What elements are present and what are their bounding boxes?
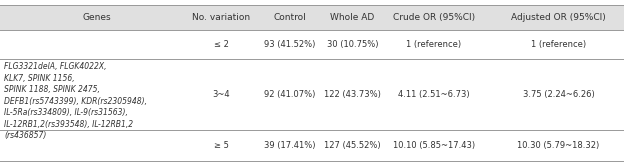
Text: Crude OR (95%CI): Crude OR (95%CI) <box>392 13 475 22</box>
Text: 3~4: 3~4 <box>213 90 230 99</box>
Text: 10.30 (5.79~18.32): 10.30 (5.79~18.32) <box>517 141 600 150</box>
Text: 1 (reference): 1 (reference) <box>531 40 586 49</box>
Text: Control: Control <box>274 13 306 22</box>
Text: 122 (43.73%): 122 (43.73%) <box>324 90 381 99</box>
Text: 4.11 (2.51~6.73): 4.11 (2.51~6.73) <box>398 90 469 99</box>
Text: Whole AD: Whole AD <box>331 13 374 22</box>
Text: 127 (45.52%): 127 (45.52%) <box>324 141 381 150</box>
Text: FLG3321delA, FLGK4022X,
KLK7, SPINK 1156,
SPINK 1188, SPINK 2475,
DEFB1(rs574339: FLG3321delA, FLGK4022X, KLK7, SPINK 1156… <box>4 62 147 140</box>
Text: 93 (41.52%): 93 (41.52%) <box>265 40 316 49</box>
Text: 10.10 (5.85~17.43): 10.10 (5.85~17.43) <box>392 141 475 150</box>
Text: 30 (10.75%): 30 (10.75%) <box>327 40 378 49</box>
Text: Adjusted OR (95%CI): Adjusted OR (95%CI) <box>511 13 606 22</box>
Bar <box>0 5 624 30</box>
Text: 39 (17.41%): 39 (17.41%) <box>265 141 316 150</box>
Text: No. variation: No. variation <box>192 13 251 22</box>
Text: 3.75 (2.24~6.26): 3.75 (2.24~6.26) <box>523 90 594 99</box>
Text: 92 (41.07%): 92 (41.07%) <box>265 90 316 99</box>
Text: ≤ 2: ≤ 2 <box>214 40 229 49</box>
Text: Genes: Genes <box>82 13 111 22</box>
Text: 1 (reference): 1 (reference) <box>406 40 461 49</box>
Text: ≥ 5: ≥ 5 <box>214 141 229 150</box>
